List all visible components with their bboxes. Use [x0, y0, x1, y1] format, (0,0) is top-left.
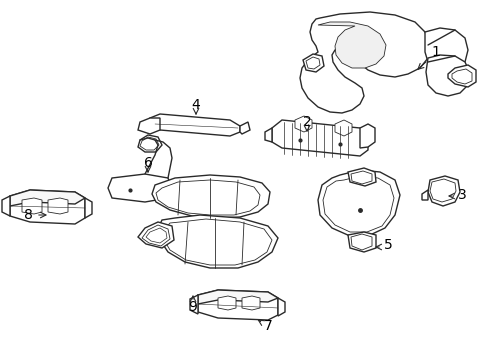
Polygon shape: [10, 190, 85, 206]
Polygon shape: [359, 124, 374, 148]
Polygon shape: [198, 290, 278, 304]
Polygon shape: [138, 118, 160, 134]
Text: 7: 7: [263, 319, 272, 333]
Polygon shape: [198, 290, 278, 320]
Text: 9: 9: [188, 300, 197, 314]
Polygon shape: [140, 137, 159, 150]
Polygon shape: [85, 198, 92, 218]
Polygon shape: [347, 232, 375, 252]
Text: 5: 5: [383, 238, 391, 252]
Polygon shape: [138, 222, 174, 248]
Polygon shape: [299, 12, 429, 113]
Polygon shape: [278, 298, 285, 316]
Polygon shape: [427, 176, 459, 206]
Polygon shape: [271, 120, 367, 156]
Polygon shape: [421, 190, 427, 200]
Polygon shape: [142, 225, 170, 246]
Polygon shape: [190, 295, 198, 314]
Polygon shape: [347, 168, 375, 186]
Polygon shape: [317, 170, 399, 236]
Polygon shape: [158, 215, 278, 268]
Polygon shape: [451, 69, 471, 84]
Polygon shape: [350, 171, 371, 184]
Polygon shape: [152, 175, 269, 218]
Text: 1: 1: [431, 45, 440, 59]
Polygon shape: [303, 54, 324, 72]
Polygon shape: [240, 122, 249, 134]
Polygon shape: [2, 196, 10, 216]
Polygon shape: [156, 180, 260, 215]
Polygon shape: [218, 296, 236, 310]
Polygon shape: [317, 22, 385, 68]
Polygon shape: [150, 114, 240, 136]
Polygon shape: [323, 176, 393, 232]
Polygon shape: [350, 234, 371, 250]
Polygon shape: [22, 198, 42, 214]
Polygon shape: [138, 135, 162, 152]
Polygon shape: [425, 55, 469, 96]
Polygon shape: [305, 57, 319, 69]
Polygon shape: [242, 296, 260, 310]
Polygon shape: [424, 28, 467, 73]
Polygon shape: [48, 198, 68, 214]
Text: 8: 8: [23, 208, 32, 222]
Polygon shape: [334, 120, 351, 136]
Polygon shape: [108, 174, 172, 202]
Polygon shape: [10, 190, 85, 224]
Text: 6: 6: [143, 156, 152, 170]
Polygon shape: [146, 228, 167, 243]
Text: 3: 3: [457, 188, 466, 202]
Polygon shape: [429, 179, 455, 202]
Polygon shape: [163, 219, 271, 265]
Polygon shape: [447, 65, 475, 87]
Text: 4: 4: [191, 98, 200, 112]
Text: 2: 2: [302, 115, 311, 129]
Polygon shape: [264, 128, 271, 142]
Polygon shape: [294, 116, 311, 132]
